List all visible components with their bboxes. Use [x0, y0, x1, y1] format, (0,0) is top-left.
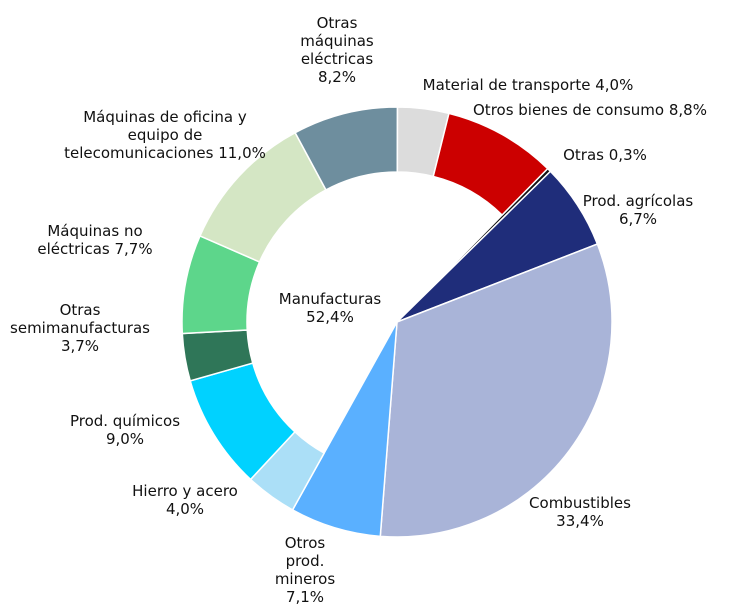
slice-label: Otras 0,3% — [535, 146, 675, 164]
slice-name: Máquinas de oficina y equipo de telecomu… — [64, 108, 247, 162]
slice-name: Hierro y acero — [132, 482, 238, 500]
slice-label: Otras semimanufacturas 3,7% — [0, 301, 163, 355]
slice-name: Otras máquinas eléctricas — [300, 14, 374, 68]
slice-value: 33,4% — [556, 512, 604, 530]
slice-name: Prod. agrícolas — [582, 192, 694, 210]
slice-name: Otras semimanufacturas — [10, 301, 150, 337]
slice-label: Máquinas no eléctricas 7,7% — [20, 222, 170, 258]
slice-name: Otros bienes de consumo — [473, 101, 665, 119]
slice-label: Máquinas de oficina y equipo de telecomu… — [60, 108, 270, 162]
slice-value: 7,7% — [114, 240, 153, 258]
slice-label: Material de transporte 4,0% — [398, 76, 658, 94]
slice-value: 9,0% — [105, 430, 145, 448]
slice-name: Material de transporte — [422, 76, 591, 94]
slice-label: Otros prod. mineros 7,1% — [270, 534, 340, 606]
slice-value: 6,7% — [618, 210, 658, 228]
slice-value: 4,0% — [165, 500, 205, 518]
slice — [291, 321, 398, 538]
slice-name: Prod. químicos — [69, 412, 181, 430]
slice-label: Combustibles 33,4% — [510, 494, 650, 530]
slice — [379, 243, 613, 538]
center-value: 52,4% — [306, 308, 354, 326]
center-label: Manufacturas 52,4% — [260, 290, 400, 326]
slice-value: 3,7% — [60, 337, 100, 355]
slice-name: Otros prod. mineros — [274, 534, 336, 588]
slice-value: 8,8% — [668, 101, 707, 119]
slice-label: Otros bienes de consumo 8,8% — [460, 101, 720, 119]
slice-name: Otras — [563, 146, 604, 164]
slice-name: Máquinas no eléctricas — [37, 222, 143, 258]
slice — [432, 112, 549, 217]
slice-label: Hierro y acero 4,0% — [115, 482, 255, 518]
slice-value: 0,3% — [608, 146, 647, 164]
center-text: Manufacturas — [278, 290, 382, 308]
slice-value: 11,0% — [218, 144, 266, 162]
slice-label: Prod. agrícolas 6,7% — [568, 192, 708, 228]
slice-value: 4,0% — [595, 76, 634, 94]
slice-label: Otras máquinas eléctricas 8,2% — [282, 14, 392, 86]
slice-value: 8,2% — [317, 68, 357, 86]
slice-value: 7,1% — [285, 588, 325, 606]
slice-name: Combustibles — [529, 494, 631, 512]
slice-label: Prod. químicos 9,0% — [50, 412, 200, 448]
